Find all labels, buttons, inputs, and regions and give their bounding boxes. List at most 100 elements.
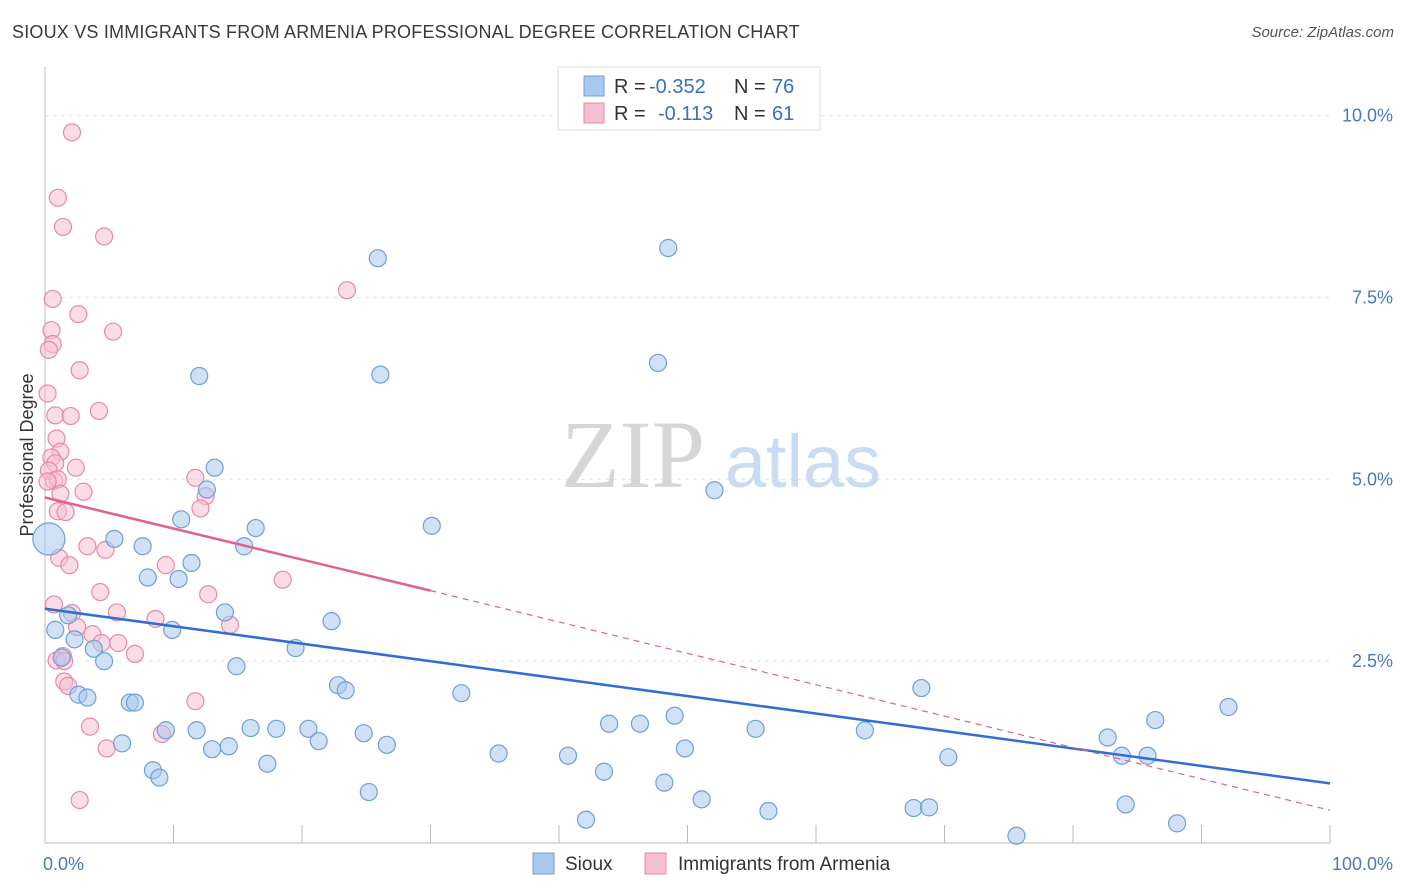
y-tick-label-3: 10.0% [1342, 106, 1393, 126]
sioux-point-62 [759, 801, 778, 821]
sioux-point-26 [205, 458, 224, 477]
y-tick-label-1: 5.0% [1352, 469, 1393, 489]
sioux-point-66 [919, 798, 939, 817]
armenia-point-12 [89, 401, 109, 421]
sioux-point-61 [746, 719, 765, 738]
sioux-point-22 [187, 721, 206, 740]
sioux-point-44 [371, 365, 390, 384]
sioux-point-55 [655, 773, 674, 792]
sioux-point-73 [1146, 710, 1165, 730]
legend-swatch-sioux [583, 75, 605, 97]
sioux-point-31 [241, 718, 260, 738]
sioux-point-14 [138, 568, 157, 587]
sioux-point-1 [46, 620, 65, 639]
armenia-point-28 [191, 499, 210, 518]
sioux-point-24 [197, 480, 217, 499]
sioux-point-58 [675, 739, 695, 758]
armenia-point-5 [69, 305, 88, 324]
sioux-point-52 [600, 714, 619, 733]
sioux-point-48 [489, 744, 508, 763]
armenia-point-55 [80, 717, 100, 736]
grid-lines [45, 115, 1330, 662]
legend-r-value-sioux: -0.352 [649, 76, 706, 98]
sioux-point-56 [659, 238, 678, 258]
sioux-point-60 [705, 481, 724, 500]
armenia-point-26 [186, 468, 205, 487]
legend-n-label-armenia: N = [734, 103, 766, 125]
armenia-point-37 [273, 570, 292, 589]
sioux-point-29 [227, 657, 246, 676]
sioux-point-16 [150, 768, 169, 787]
legend-r-value-armenia: -0.113 [658, 103, 713, 125]
sioux-point-42 [359, 782, 378, 802]
sioux-point-49 [558, 746, 578, 765]
sioux-point-64 [904, 798, 923, 818]
sioux-point-2 [59, 606, 78, 625]
sioux-point-10 [112, 734, 132, 753]
sioux-point-8 [95, 652, 114, 671]
armenia-point-0 [62, 123, 82, 142]
armenia-point-9 [39, 340, 58, 359]
armenia-point-48 [125, 644, 145, 663]
y-axis-title: Professional Degree [17, 373, 37, 536]
armenia-point-41 [107, 603, 127, 622]
sioux-point-63 [855, 721, 874, 740]
armenia-point-36 [199, 585, 218, 604]
armenia-trend-line [44, 496, 431, 592]
sioux-point-67 [939, 748, 958, 767]
armenia-point-54 [186, 692, 205, 711]
sioux-point-45 [377, 735, 396, 754]
sioux-point-53 [630, 714, 650, 733]
sioux-point-47 [452, 684, 471, 703]
sioux-point-50 [576, 810, 596, 829]
bottom-legend-label-sioux: Sioux [565, 854, 613, 875]
bottom-legend-swatch-armenia [644, 852, 667, 875]
x-tick-labels: 0.0% 100.0% [43, 854, 1393, 874]
sioux-point-33 [258, 754, 277, 773]
chart-title: SIOUX VS IMMIGRANTS FROM ARMENIA PROFESS… [12, 22, 800, 42]
sioux-point-69 [1098, 728, 1117, 747]
watermark-atlas: atlas [725, 420, 881, 503]
x-tick-label-0: 0.0% [43, 854, 84, 874]
sioux-point-7 [84, 639, 103, 658]
sioux-point-51 [594, 762, 614, 781]
sioux-point-72 [1138, 746, 1157, 765]
sioux-point-71 [1116, 795, 1135, 814]
sioux-point-43 [368, 249, 387, 268]
source-label: Source: ZipAtlas.com [1251, 24, 1394, 41]
sioux-point-37 [309, 732, 328, 751]
top-legend: R = -0.352 N = 76 R = -0.113 N = 61 [557, 66, 821, 131]
armenia-trend-extension [430, 590, 1331, 811]
bottom-legend-label-armenia: Immigrants from Armenia [678, 854, 891, 875]
legend-r-label-sioux: R = [614, 76, 646, 98]
armenia-point-4 [43, 289, 62, 309]
sioux-point-6 [78, 688, 97, 707]
sioux-points [32, 238, 1238, 845]
sioux-point-12 [125, 693, 145, 712]
armenia-point-11 [38, 384, 57, 403]
armenia-point-24 [74, 482, 93, 501]
legend-n-value-sioux: 76 [772, 76, 794, 98]
sioux-point-19 [169, 569, 188, 589]
sioux-point-46 [422, 516, 441, 535]
sioux-point-74 [1167, 814, 1187, 833]
sioux-point-28 [219, 737, 238, 756]
sioux-point-18 [163, 620, 182, 639]
sioux-trend-line [44, 607, 1331, 785]
sioux-point-4 [52, 648, 71, 667]
armenia-point-47 [109, 633, 128, 653]
y-tick-label-0: 2.5% [1352, 651, 1393, 671]
sioux-point-13 [133, 537, 152, 556]
armenia-point-14 [61, 406, 80, 426]
legend-n-label-sioux: N = [734, 76, 766, 98]
sioux-point-36 [299, 719, 318, 738]
armenia-point-23 [38, 472, 57, 491]
armenia-point-1 [48, 188, 67, 207]
sioux-point-57 [665, 706, 684, 725]
armenia-point-31 [78, 537, 97, 556]
trend-lines [44, 496, 1331, 811]
sioux-point-34 [267, 719, 286, 738]
armenia-point-3 [95, 227, 114, 246]
sioux-point-38 [322, 612, 341, 631]
